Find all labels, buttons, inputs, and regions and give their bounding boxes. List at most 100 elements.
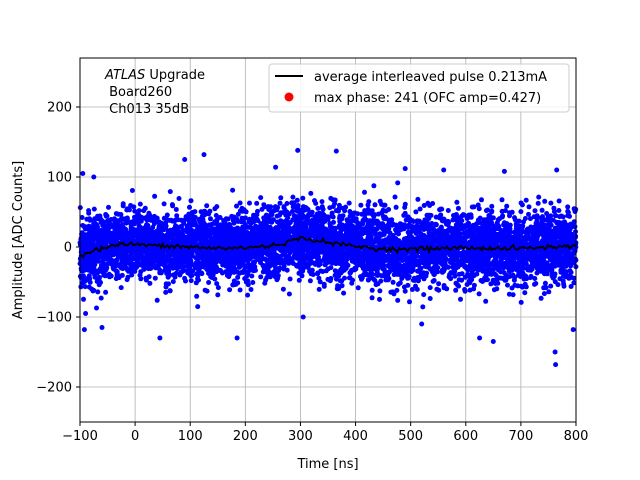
- scatter-point: [499, 253, 505, 259]
- scatter-point: [213, 213, 219, 218]
- scatter-point: [377, 198, 383, 204]
- scatter-point: [555, 282, 561, 288]
- scatter-point: [372, 202, 378, 208]
- scatter-point: [462, 263, 468, 269]
- scatter-point: [158, 270, 164, 276]
- scatter-point: [402, 201, 408, 207]
- scatter-point: [565, 204, 571, 210]
- scatter-point: [442, 256, 448, 261]
- scatter-point: [469, 204, 475, 210]
- scatter-point: [403, 217, 409, 223]
- scatter-point: [261, 229, 267, 235]
- scatter-point: [526, 204, 532, 210]
- scatter-point: [167, 189, 173, 195]
- scatter-point: [453, 225, 459, 231]
- scatter-point: [145, 223, 151, 228]
- scatter-point: [98, 280, 103, 285]
- scatter-point: [539, 207, 545, 213]
- scatter-point: [489, 208, 495, 214]
- scatter-point: [458, 221, 464, 227]
- scatter-point: [466, 251, 472, 257]
- scatter-point: [268, 262, 274, 268]
- scatter-point: [298, 240, 303, 246]
- scatter-point: [377, 288, 383, 294]
- scatter-point: [152, 275, 158, 281]
- scatter-point: [308, 210, 313, 216]
- scatter-point: [227, 287, 233, 293]
- scatter-point: [169, 202, 175, 208]
- scatter-point: [109, 230, 115, 236]
- scatter-point: [530, 256, 536, 262]
- scatter-point: [215, 292, 221, 298]
- scatter-point: [332, 268, 338, 274]
- scatter-point: [114, 225, 120, 230]
- scatter-point: [421, 203, 427, 208]
- scatter-point: [356, 230, 362, 236]
- scatter-point: [210, 230, 216, 236]
- scatter-point: [328, 195, 334, 201]
- scatter-point: [390, 279, 396, 285]
- scatter-point: [327, 278, 333, 284]
- scatter-point: [542, 280, 548, 286]
- scatter-point: [98, 295, 104, 301]
- scatter-point: [342, 275, 347, 281]
- scatter-point: [380, 262, 386, 268]
- scatter-point: [277, 265, 283, 271]
- scatter-point: [534, 270, 540, 276]
- scatter-point: [371, 183, 377, 189]
- scatter-point: [563, 269, 569, 275]
- scatter-point: [360, 266, 366, 271]
- scatter-point: [552, 225, 558, 231]
- scatter-point: [163, 289, 169, 295]
- scatter-point: [369, 295, 375, 301]
- scatter-point: [153, 265, 159, 271]
- scatter-point: [382, 202, 388, 208]
- scatter-point: [291, 217, 297, 223]
- scatter-point: [459, 271, 465, 277]
- scatter-point: [152, 193, 158, 199]
- scatter-point: [444, 286, 450, 292]
- scatter-point: [82, 284, 88, 290]
- scatter-point: [235, 274, 241, 280]
- scatter-point: [509, 285, 515, 291]
- scatter-point: [202, 208, 208, 214]
- scatter-point: [250, 280, 256, 285]
- scatter-point: [428, 257, 434, 263]
- scatter-point: [330, 214, 336, 219]
- scatter-point: [106, 204, 111, 210]
- scatter-point: [300, 195, 306, 201]
- scatter-point: [296, 270, 302, 276]
- scatter-point: [415, 196, 421, 202]
- scatter-point: [509, 267, 515, 273]
- scatter-point: [485, 207, 491, 213]
- scatter-point: [349, 280, 355, 286]
- scatter-point: [458, 251, 464, 257]
- scatter-point: [453, 287, 459, 293]
- scatter-point: [419, 257, 425, 263]
- scatter-point: [488, 281, 494, 287]
- scatter-point: [274, 213, 280, 219]
- scatter-point: [197, 219, 203, 224]
- scatter-point: [358, 236, 364, 242]
- scatter-point: [347, 209, 353, 214]
- scatter-point: [260, 269, 266, 275]
- scatter-point: [436, 281, 442, 287]
- scatter-point: [141, 265, 147, 271]
- scatter-point: [392, 194, 398, 200]
- scatter-point: [188, 278, 194, 284]
- scatter-point: [207, 228, 212, 233]
- scatter-point: [317, 279, 323, 285]
- scatter-point: [124, 215, 130, 221]
- scatter-point: [522, 290, 528, 296]
- scatter-point: [396, 261, 402, 267]
- scatter-point: [394, 287, 400, 293]
- scatter-point: [231, 214, 237, 220]
- scatter-point: [397, 280, 403, 286]
- scatter-point: [194, 293, 200, 299]
- scatter-point: [381, 266, 387, 272]
- scatter-point: [505, 282, 510, 288]
- scatter-point: [247, 200, 252, 206]
- scatter-point: [284, 201, 290, 206]
- scatter-point: [414, 286, 420, 292]
